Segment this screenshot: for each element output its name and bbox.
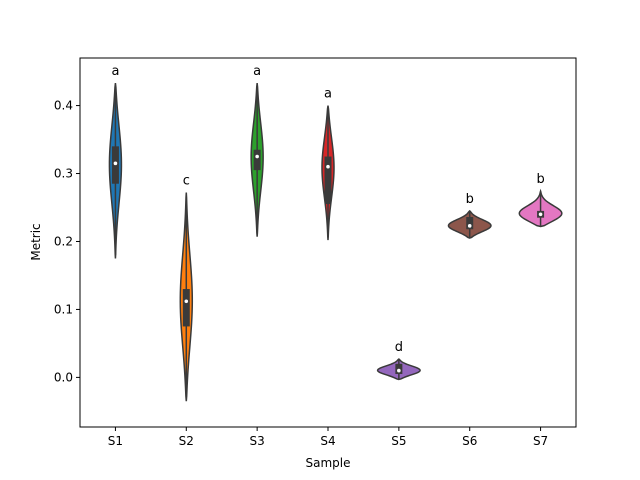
violin-iqr-box: [466, 217, 474, 230]
violin-median-point: [538, 212, 543, 217]
y-axis-label: Metric: [29, 223, 43, 260]
x-tick-label: S3: [250, 434, 265, 448]
significance-label: b: [466, 192, 474, 207]
y-tick-label: 0.4: [54, 99, 73, 113]
x-tick-label: S4: [320, 434, 335, 448]
significance-label: c: [183, 174, 190, 189]
x-tick-label: S5: [391, 434, 406, 448]
violin-median-point: [184, 299, 189, 304]
y-tick-label: 0.3: [54, 167, 73, 181]
significance-label: a: [324, 87, 332, 102]
x-tick-label: S1: [108, 434, 123, 448]
significance-label: d: [395, 340, 403, 355]
violin-median-point: [255, 154, 259, 159]
significance-label: a: [111, 64, 119, 79]
x-tick-label: S7: [533, 434, 548, 448]
x-axis-label: Sample: [306, 456, 351, 470]
violin-median-point: [397, 368, 401, 373]
violin-median-point: [326, 164, 330, 169]
significance-label: b: [536, 172, 544, 187]
axes: 0.0 0.1 0.2 0.3 0.4 S1 S2 S3 S4 S5 S6 S7: [54, 99, 548, 448]
y-tick-label: 0.0: [54, 370, 73, 384]
violin-iqr-box: [182, 289, 190, 327]
plot-area: a c a a d b b: [108, 64, 563, 402]
violin-iqr-box: [253, 149, 261, 171]
violin-iqr-box: [324, 156, 332, 205]
x-tick-label: S2: [179, 434, 194, 448]
y-tick-label: 0.1: [54, 302, 73, 316]
violin-median-point: [467, 224, 472, 228]
significance-label: a: [253, 64, 261, 79]
y-tick-label: 0.2: [54, 234, 73, 248]
violin-median-point: [113, 161, 118, 166]
x-tick-label: S6: [462, 434, 477, 448]
